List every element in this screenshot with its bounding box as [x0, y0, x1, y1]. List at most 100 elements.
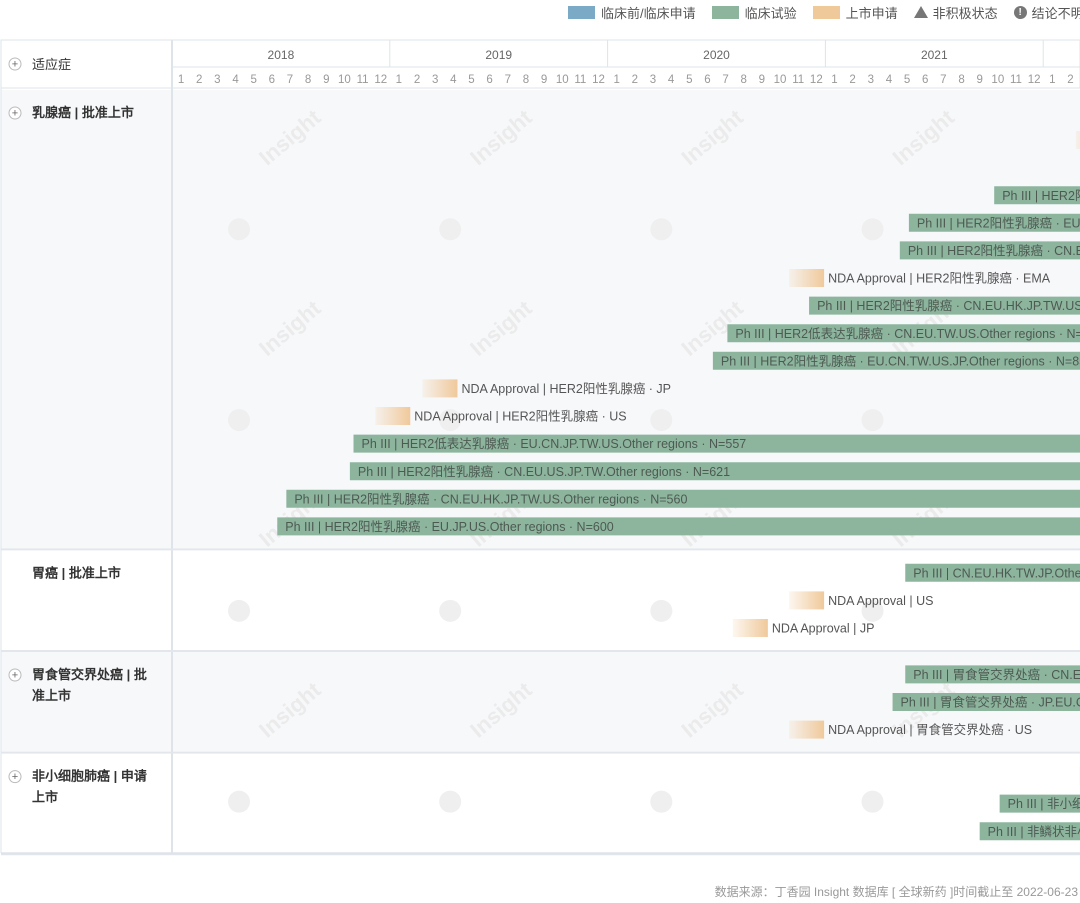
indication-label: 胃癌 | 批准上市	[32, 565, 121, 580]
clinical-trial-bar[interactable]	[905, 563, 1080, 582]
month-tick-label: 9	[759, 74, 765, 86]
watermark-logo	[650, 218, 673, 241]
legend-swatch	[568, 5, 595, 19]
clinical-trial-bar[interactable]	[712, 351, 1080, 370]
legend-item[interactable]: 非积极状态	[913, 3, 998, 22]
legend-swatch	[812, 5, 840, 19]
month-tick-label: 1	[831, 74, 837, 86]
month-tick-label: 5	[904, 74, 910, 86]
clinical-trial-bar[interactable]	[353, 434, 1080, 453]
watermark-logo	[861, 599, 884, 622]
month-tick-label: 4	[668, 74, 675, 86]
legend: 临床前/临床申请 临床试验 上市申请 非积极状态 ! 结论不明	[568, 3, 1080, 21]
expand-icon-glyph[interactable]: +	[12, 771, 18, 783]
bar-label[interactable]: Ph III | HER2阳性乳腺癌 · CN.EU.US.JP.TW.Othe…	[358, 464, 730, 479]
clinical-trial-bar[interactable]	[349, 462, 1080, 481]
legend-item[interactable]: 临床前/临床申请	[568, 3, 696, 22]
month-tick-label: 8	[741, 74, 747, 86]
application-bar[interactable]	[375, 407, 411, 425]
bar-label[interactable]: Ph III | HER2阳性乳腺癌 · CN.EU.HK.JP.TW.US.O…	[294, 491, 687, 506]
month-tick-label: 5	[686, 74, 692, 86]
month-tick-label: 2	[632, 74, 638, 86]
clinical-trial-bar[interactable]	[994, 186, 1080, 205]
bar-label[interactable]: NDA Approval | US	[828, 594, 933, 608]
clinical-trial-bar[interactable]	[277, 517, 1080, 536]
bar-label[interactable]: Ph III | HER2阳性乳腺癌 · CN.EU.HK.JP.TW.US.O…	[817, 298, 1080, 313]
application-bar[interactable]	[732, 619, 768, 637]
month-tick-label: 6	[269, 74, 275, 86]
month-tick-label: 4	[232, 74, 239, 86]
month-tick-label: 11	[1010, 74, 1022, 86]
clinical-trial-bar[interactable]	[999, 794, 1080, 813]
bar-label[interactable]: NDA Approval | JP	[772, 622, 875, 636]
data-source-footer: 数据来源：丁香园 Insight 数据库 [ 全球新药 ]时间截止至 2022-…	[714, 885, 1078, 899]
expand-icon-glyph[interactable]: +	[12, 670, 18, 682]
expand-icon[interactable]	[8, 668, 22, 682]
indication-label: 胃食管交界处癌 | 批	[32, 667, 147, 682]
month-tick-label: 5	[468, 74, 474, 86]
year-label: 2019	[485, 48, 512, 62]
expand-icon-glyph[interactable]: +	[12, 59, 18, 71]
month-tick-label: 8	[305, 74, 311, 86]
clinical-trial-bar[interactable]	[809, 296, 1080, 315]
clinical-trial-bar[interactable]	[908, 213, 1080, 232]
bar-label[interactable]: Ph III | 非鳞状非小细胞肺癌 · CN.HK.JP.US	[988, 824, 1080, 839]
expand-icon[interactable]	[8, 57, 22, 71]
bar-label[interactable]: Ph III | CN.EU.HK.TW.JP.Other regions · …	[913, 566, 1080, 580]
legend-label: 临床前/临床申请	[601, 5, 696, 21]
legend-label: 上市申请	[845, 5, 898, 21]
month-tick-label: 12	[1028, 74, 1041, 86]
bar-label[interactable]: Ph III | HER2阳性乳腺癌 · CN.EU.HK.JP.US.Othe…	[1002, 188, 1080, 203]
clinical-trial-bar[interactable]	[979, 822, 1080, 841]
bar-label[interactable]: Ph III | HER2低表达乳腺癌 · CN.EU.TW.US.Other …	[735, 326, 1080, 341]
watermark-logo	[861, 790, 884, 813]
bar-label[interactable]: NDA Approval | HER2阳性乳腺癌 · US	[414, 409, 626, 424]
bar-label[interactable]: Ph III | 胃食管交界处癌 · JP.EU.CN.HK.TW.Other …	[901, 695, 1080, 710]
month-tick-label: 12	[592, 74, 605, 86]
bar-label[interactable]: NDA Approval | HER2阳性乳腺癌 · EMA	[828, 271, 1051, 286]
bar-label[interactable]: NDA Approval | 胃食管交界处癌 · US	[828, 722, 1032, 737]
legend-swatch	[711, 5, 739, 19]
application-bar[interactable]	[789, 591, 825, 610]
bar-label[interactable]: Ph III | 胃食管交界处癌 · CN.EU.HK.TW.JP.Other …	[913, 667, 1080, 682]
legend-item[interactable]: ! 结论不明	[1013, 3, 1080, 22]
bar-label[interactable]: NDA Approval | HER2阳性乳腺癌 · JP	[461, 381, 671, 396]
month-tick-label: 3	[214, 74, 220, 86]
month-tick-label: 4	[450, 74, 457, 86]
application-bar[interactable]	[422, 379, 458, 398]
clinical-trial-bar[interactable]	[899, 241, 1080, 260]
clinical-trial-bar[interactable]	[286, 489, 1080, 508]
application-bar[interactable]	[789, 269, 825, 287]
bar-label[interactable]: Ph III | HER2低表达乳腺癌 · EU.CN.JP.TW.US.Oth…	[362, 436, 747, 451]
application-bar[interactable]	[789, 720, 825, 739]
bar-label[interactable]: Ph III | HER2阳性乳腺癌 · EU.JP.US.Other regi…	[917, 215, 1080, 230]
month-tick-label: 2	[849, 74, 855, 86]
bar-label[interactable]: Ph III | 非小细胞肺癌 · CN.EU.HK.JP.US	[1008, 796, 1080, 811]
bar-label[interactable]: Ph III | HER2阳性乳腺癌 · EU.CN.TW.US.JP.Othe…	[721, 353, 1080, 368]
month-tick-label: 3	[650, 74, 656, 86]
bar-label[interactable]: Ph III | HER2阳性乳腺癌 · CN.EU.JP.TW.US.Othe…	[908, 243, 1080, 258]
watermark-logo	[439, 218, 462, 241]
indication-label: 非小细胞肺癌 | 申请	[32, 769, 147, 784]
application-bar[interactable]	[1075, 131, 1080, 149]
legend-item[interactable]: 临床试验	[711, 3, 797, 22]
expand-icon-glyph[interactable]: +	[12, 108, 18, 120]
month-tick-label: 7	[722, 74, 728, 86]
expand-icon[interactable]	[8, 106, 22, 120]
indication-label: 上市	[32, 790, 58, 805]
clinical-trial-bar[interactable]	[727, 324, 1080, 343]
legend-item[interactable]: 上市申请	[812, 3, 898, 22]
clinical-trial-bar[interactable]	[892, 693, 1080, 711]
month-tick-label: 1	[1049, 74, 1055, 86]
month-tick-label: 1	[613, 74, 619, 86]
timeline-header	[0, 39, 1080, 89]
bar-label[interactable]: Ph III | HER2阳性乳腺癌 · EU.JP.US.Other regi…	[285, 519, 614, 534]
year-label: 2020	[703, 48, 730, 62]
legend-label: 非积极状态	[932, 5, 998, 21]
clinical-trial-bar[interactable]	[905, 665, 1080, 684]
expand-icon[interactable]	[8, 770, 22, 784]
month-tick-label: 7	[940, 74, 946, 86]
year-label: 2018	[268, 48, 295, 62]
month-tick-label: 6	[486, 74, 492, 86]
